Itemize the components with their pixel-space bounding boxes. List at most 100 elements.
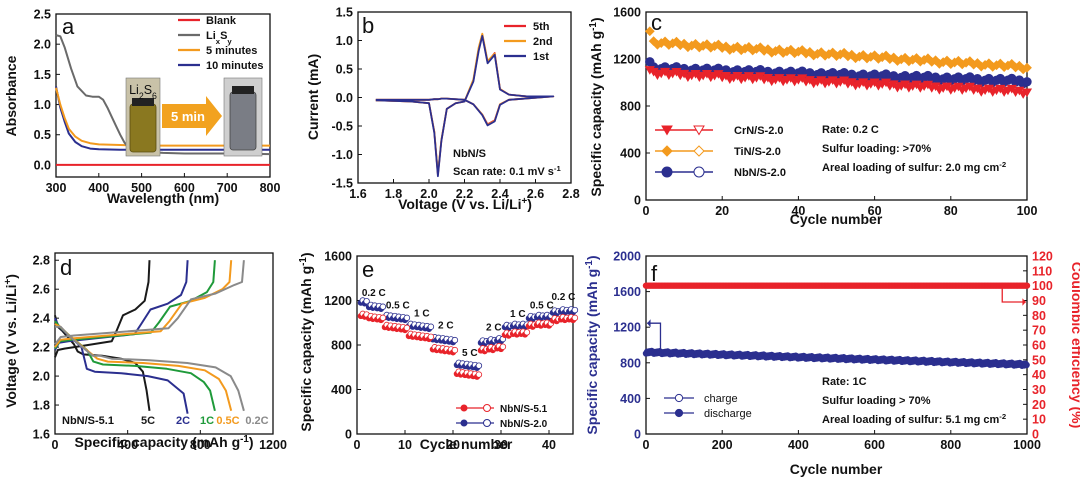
- legend-label: LixSy: [206, 30, 232, 46]
- data-point-open: [403, 314, 411, 322]
- x-tick-label: 300: [46, 181, 67, 195]
- y-right-tick-label: 100: [1032, 279, 1053, 293]
- y-axis-title: Specific capacity (mAh g-1): [298, 252, 315, 431]
- efficiency-point: [1023, 282, 1031, 289]
- y-tick-label: 800: [620, 356, 641, 370]
- rate-label: 0.2 C: [551, 292, 575, 303]
- y-tick-label: 1.5: [34, 68, 51, 82]
- y-tick-label: -1.5: [331, 177, 353, 191]
- x-tick-label: 0: [354, 438, 361, 452]
- data-point-open: [571, 306, 579, 314]
- arrow-head: [647, 319, 651, 328]
- annotation: Sulfur loading: >70%: [822, 143, 931, 155]
- y-right-tick-label: 120: [1032, 250, 1053, 264]
- x-tick-label: 1000: [1013, 438, 1041, 452]
- x-axis-title: Cycle number: [790, 211, 883, 227]
- data-point-open: [451, 346, 459, 354]
- x-axis-title: Wavelength (nm): [107, 190, 219, 206]
- panel-c: 0 20 40 60 80 100 0 400 800 1200 1600 CrN/S-2.0 TiN/…: [613, 6, 1037, 219]
- legend-label: 1st: [533, 51, 549, 63]
- x-axis-title: Voltage (V vs. Li/Li+): [398, 196, 532, 213]
- legend-marker-filled: [460, 404, 468, 412]
- y-tick-label: 1600: [324, 250, 352, 264]
- data-point-open: [379, 314, 387, 322]
- rate-label: 1C: [200, 415, 214, 427]
- panel-label-d: d: [60, 255, 72, 280]
- data-point-open: [403, 324, 411, 332]
- rate-label: 0.2C: [245, 415, 268, 427]
- legend-marker-open: [693, 145, 705, 157]
- legend-label: discharge: [704, 408, 752, 420]
- y-tick-label: 2.0: [34, 38, 51, 52]
- legend-marker-open: [483, 404, 491, 412]
- x-axis-title: Specific capacity (mAh g-1): [74, 434, 253, 451]
- y-tick-label: 0.0: [336, 91, 353, 105]
- legend-marker-filled: [661, 166, 673, 178]
- y-tick-label: 400: [620, 147, 641, 161]
- data-point-open: [451, 336, 459, 344]
- y-tick-label: 1.0: [336, 34, 353, 48]
- x-axis-title: Cycle number: [790, 461, 883, 477]
- capacity-point: [1023, 361, 1030, 369]
- rate-label: 5C: [141, 415, 155, 427]
- y-tick-label: 2.2: [33, 341, 50, 355]
- annotation: NbN/S-5.1: [62, 415, 114, 427]
- charge-curve-0.2C: [54, 260, 245, 345]
- data-point: [1021, 88, 1033, 98]
- x-tick-label: 400: [88, 181, 109, 195]
- y-right-tick-label: 30: [1032, 383, 1046, 397]
- panel-d: 0 400 800 1200 1.6 1.8 2.0 2.2 2.4 2.6 2.8 NbN/S-5.…: [33, 252, 287, 452]
- y-tick-label: 0: [634, 194, 641, 208]
- y-tick-label: 0.0: [34, 158, 51, 172]
- charge-curve-5C: [54, 260, 151, 358]
- x-tick-label: 40: [542, 438, 556, 452]
- plot-frame-d: [54, 252, 274, 435]
- y-axis-title: Absorbance: [3, 55, 19, 136]
- data-point-open: [427, 323, 435, 330]
- charge-curve-2C: [54, 260, 189, 351]
- x-tick-label: 1.8: [385, 187, 402, 201]
- x-tick-label: 2.2: [456, 187, 473, 201]
- legend-marker-filled: [661, 145, 673, 157]
- data-point-open: [363, 297, 370, 305]
- annotation: Areal loading of sulfur: 5.1 mg cm-2: [822, 412, 1006, 427]
- legend-label: NbN/S-2.0: [500, 419, 548, 430]
- rate-label: 0.2 C: [362, 288, 386, 299]
- legend-label: 5th: [533, 21, 550, 33]
- y-axis-title-right: Coulombic efficiency (%): [1069, 262, 1080, 428]
- legend-label: charge: [704, 393, 738, 405]
- x-tick-label: 700: [217, 181, 238, 195]
- data-point-open: [427, 333, 435, 340]
- y-tick-label: 0.5: [34, 128, 51, 142]
- y-tick-label: 2000: [613, 250, 641, 264]
- x-axis-title: Cycle number: [420, 436, 513, 452]
- y-tick-label: 1200: [613, 321, 641, 335]
- annotation: Areal loading of sulfur: 2.0 mg cm-2: [822, 160, 1006, 175]
- annotation: Sulfur loading > 70%: [822, 395, 931, 407]
- x-tick-label: 100: [1017, 204, 1038, 218]
- rate-label: 2C: [176, 415, 190, 427]
- y-right-tick-label: 20: [1032, 398, 1046, 412]
- panel-label-e: e: [362, 257, 374, 282]
- legend-label: TiN/S-2.0: [734, 146, 781, 158]
- legend-marker: [674, 408, 684, 418]
- vial-cap: [232, 86, 254, 94]
- panel-label-f: f: [651, 261, 658, 286]
- data-point: [644, 26, 655, 37]
- x-tick-label: 20: [715, 204, 729, 218]
- y-tick-label: 400: [331, 383, 352, 397]
- y-right-tick-label: 50: [1032, 353, 1046, 367]
- x-tick-label: 40: [791, 204, 805, 218]
- legend-label: 10 minutes: [206, 60, 263, 72]
- y-right-tick-label: 0: [1032, 428, 1039, 442]
- data-point-open: [571, 314, 579, 322]
- y-tick-label: -1.0: [331, 148, 353, 162]
- annotation: NbN/S: [453, 148, 486, 160]
- legend-label: Blank: [206, 15, 237, 27]
- y-tick-label: 0: [634, 428, 641, 442]
- x-tick-label: 2.8: [562, 187, 579, 201]
- charge-curve-0.5C: [54, 260, 233, 348]
- annotation: Scan rate: 0.1 mV s-1: [453, 164, 561, 179]
- y-tick-label: 2.0: [33, 370, 50, 384]
